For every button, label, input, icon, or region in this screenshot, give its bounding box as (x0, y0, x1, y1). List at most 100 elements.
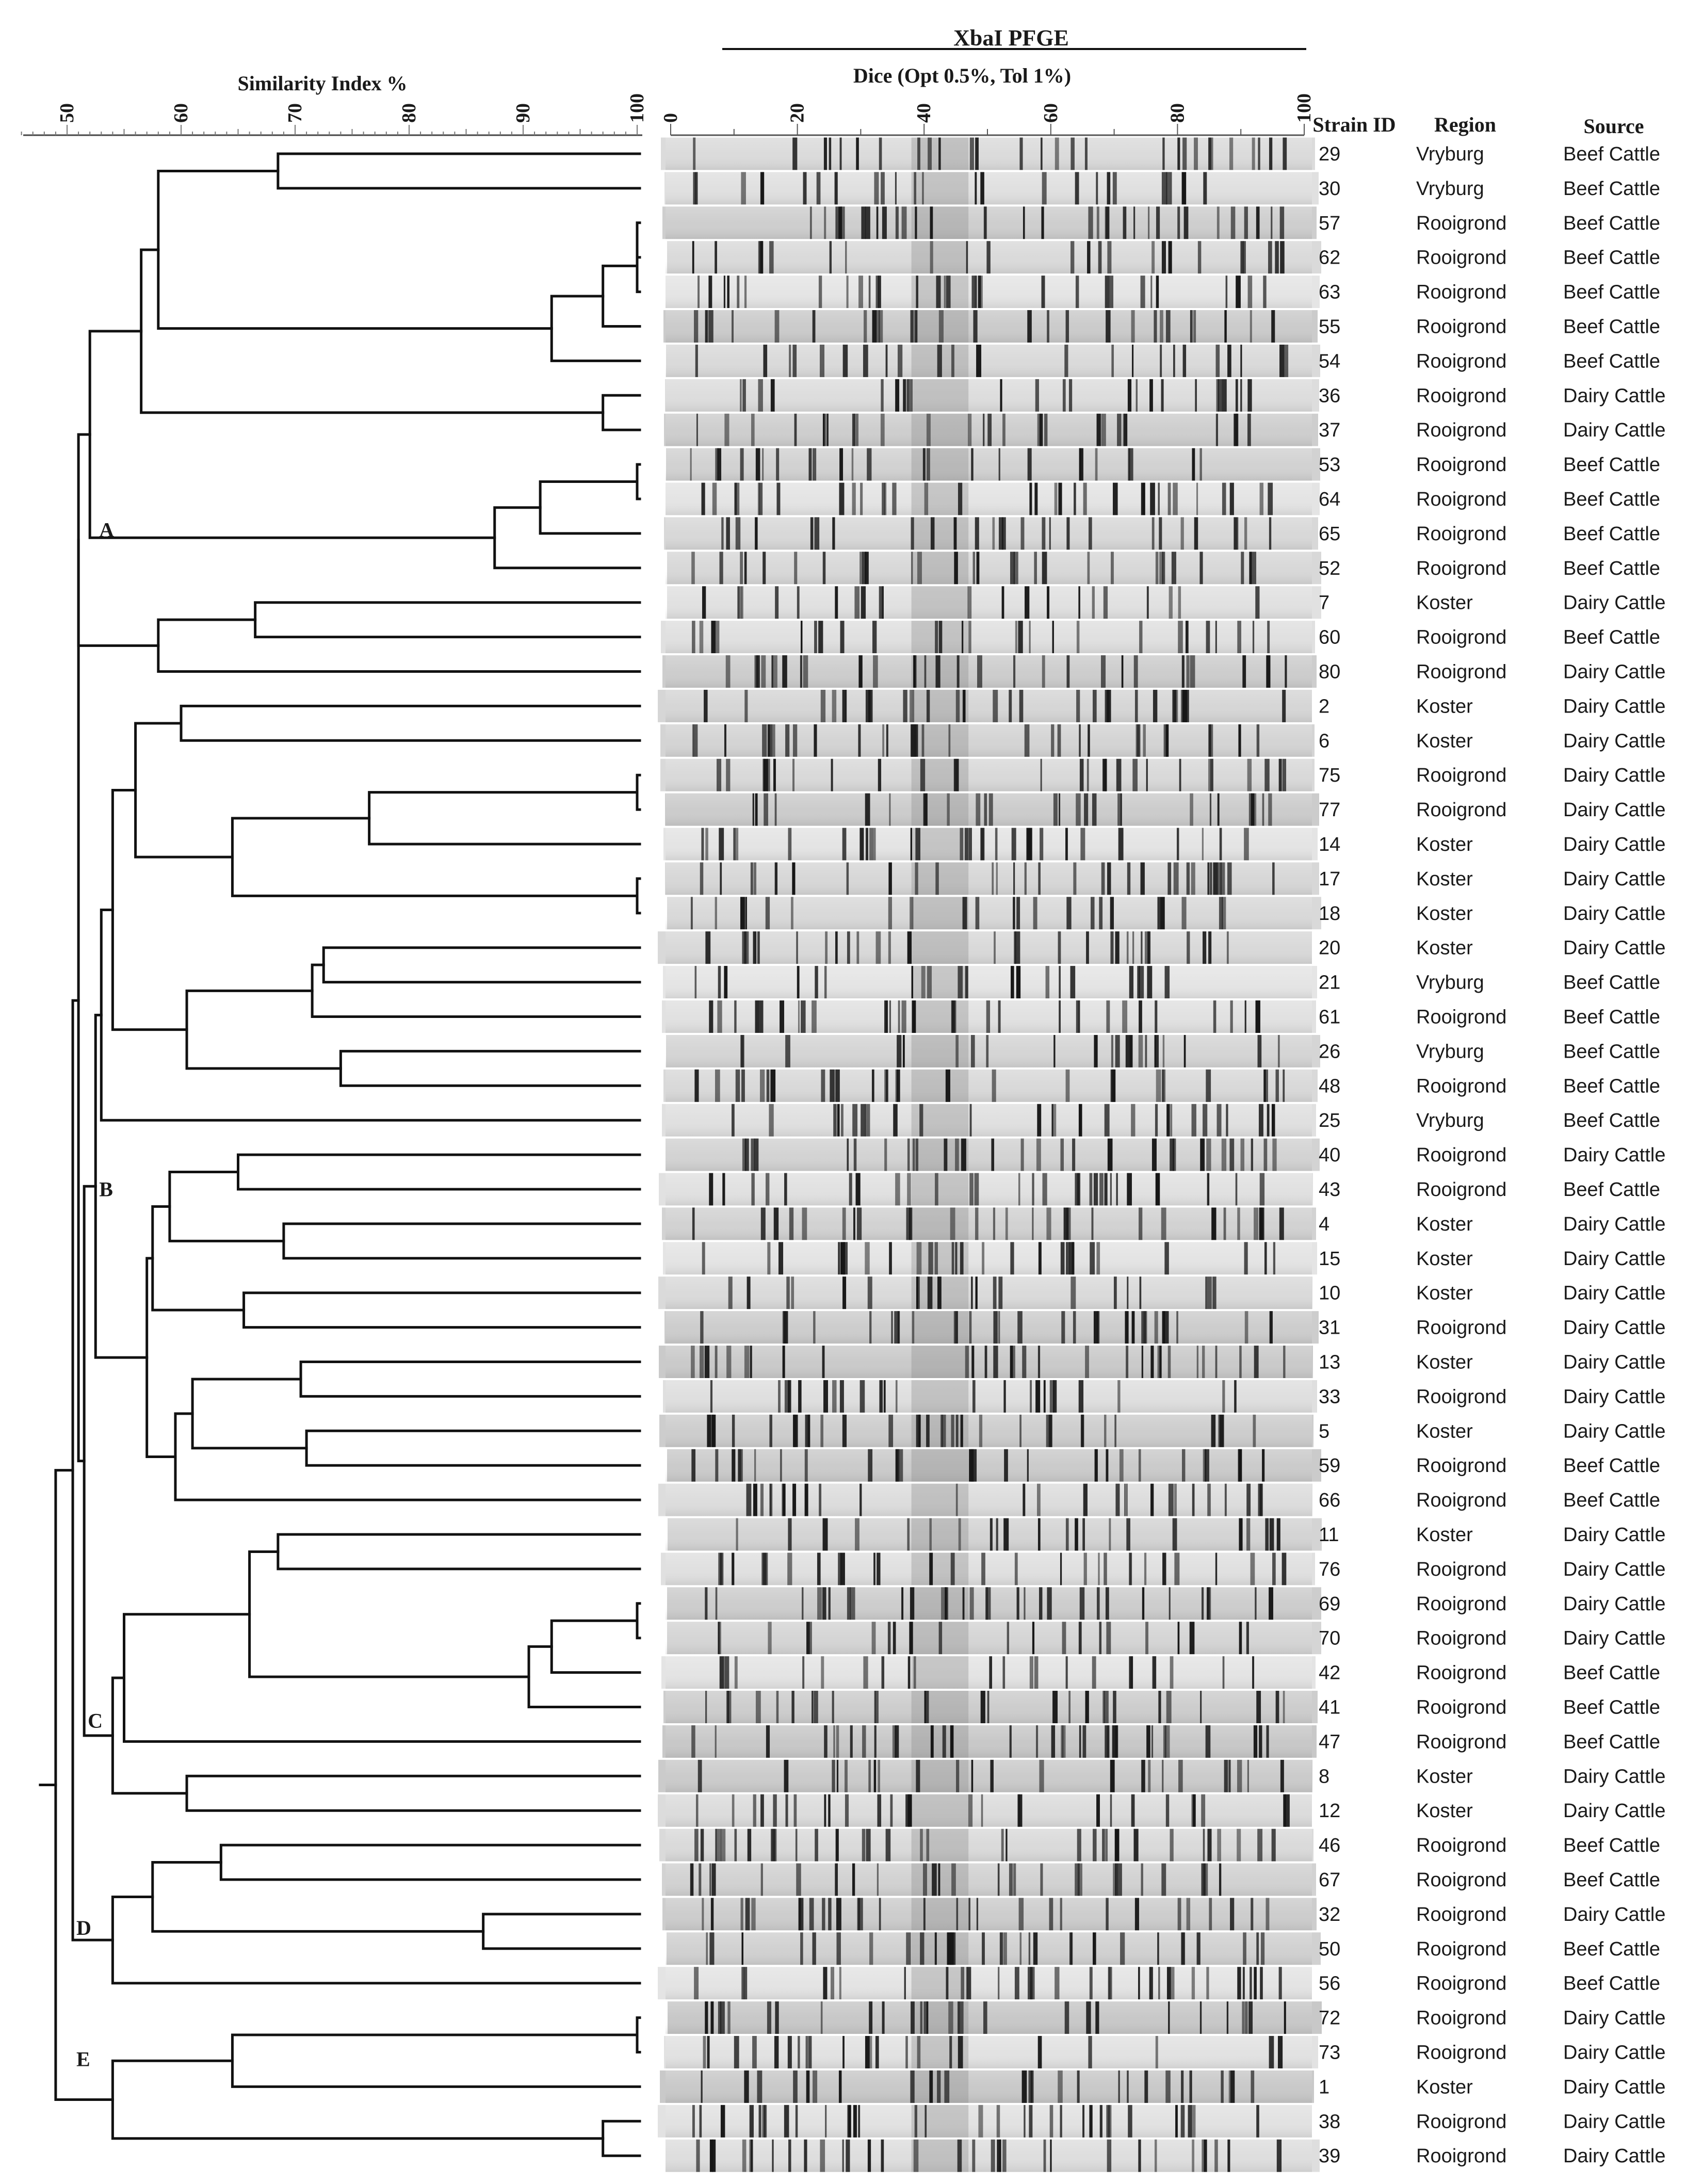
gel-band (690, 1863, 694, 1896)
dendrogram-branch (219, 1843, 641, 1881)
gel-band (720, 2001, 725, 2034)
strain-row: 56 Rooigrond Beef Cattle (1319, 1973, 1660, 1995)
gel-band (850, 1725, 853, 1758)
gel-band (717, 448, 722, 481)
gel-band (1157, 897, 1160, 930)
gel-band (950, 1552, 955, 1586)
gel-band (1071, 241, 1075, 274)
gel-band (741, 1034, 744, 1067)
gel-band (839, 482, 845, 515)
gel-band (767, 758, 770, 791)
gel-lane (659, 1414, 1313, 1447)
gel-band (720, 862, 722, 895)
gel-band (780, 1449, 782, 1482)
gel-band (738, 586, 742, 619)
gel-band (763, 758, 768, 791)
gel-band (828, 1794, 831, 1827)
gel-band (1053, 1034, 1056, 1067)
gel-band (1191, 1104, 1196, 1137)
gel-band (1150, 482, 1155, 515)
gel-band (1201, 1794, 1206, 1827)
gel-band (928, 1242, 933, 1275)
cluster-label-a: A (99, 519, 114, 542)
gel-band (1105, 276, 1110, 309)
gel-band (842, 1414, 847, 1447)
strain-region: Koster (1416, 1248, 1473, 1270)
gel-band (766, 1173, 770, 1206)
gel-band (715, 1587, 718, 1620)
gel-band (1058, 482, 1062, 515)
gel-band (760, 1483, 764, 1516)
gel-band (1246, 1483, 1251, 1516)
gel-band (842, 2139, 844, 2172)
gel-band (907, 1656, 911, 1689)
gel-band (852, 1863, 855, 1896)
gel-band (1277, 1034, 1280, 1067)
gel-band (1053, 793, 1058, 826)
gel-band (993, 689, 998, 722)
gel-band (905, 1794, 911, 1827)
gel-band (1259, 1725, 1262, 1758)
gel-band (1141, 1311, 1146, 1344)
gel-band (911, 552, 913, 585)
strain-id: 72 (1319, 2008, 1340, 2029)
strain-region: Rooigrond (1416, 1869, 1506, 1891)
strain-row: 5 Koster Dairy Cattle (1319, 1420, 1666, 1442)
gel-band (712, 2139, 716, 2172)
gel-band (701, 482, 705, 515)
gel-band (958, 1518, 961, 1551)
gel-band (1011, 828, 1016, 861)
strain-source: Dairy Cattle (1563, 765, 1666, 786)
gel-band (840, 1552, 845, 1586)
gel-band (724, 966, 726, 999)
gel-band (1062, 1725, 1066, 1758)
gel-lane (666, 1518, 1322, 1551)
gel-band (1019, 1932, 1022, 1965)
gel-band (858, 724, 861, 757)
strain-row: 36 Rooigrond Dairy Cattle (1319, 385, 1666, 407)
gel-band (696, 2139, 700, 2172)
strain-id: 46 (1319, 1835, 1340, 1856)
gel-band (950, 1725, 954, 1758)
gel-band (1107, 2139, 1112, 2172)
gel-band (1189, 1622, 1195, 1655)
gel-band (788, 828, 792, 861)
gel-band (1051, 1104, 1053, 1137)
gel-band (983, 413, 985, 446)
gel-band (864, 310, 867, 343)
gel-band (715, 1449, 719, 1482)
gel-band (814, 724, 817, 757)
gel-band (1251, 552, 1256, 585)
gel-band (1123, 206, 1127, 239)
gel-band (1244, 1311, 1248, 1344)
gel-band (1116, 1173, 1118, 1206)
dendrogram-branch (140, 248, 605, 414)
strain-id: 33 (1319, 1386, 1340, 1408)
gel-band (1142, 1587, 1145, 1620)
gel-band (1112, 1725, 1117, 1758)
gel-band (819, 344, 825, 377)
gel-band (991, 1138, 995, 1171)
gel-band (705, 1691, 707, 1723)
gel-band (927, 966, 932, 999)
gel-band (1128, 448, 1133, 481)
gel-band (996, 2105, 1000, 2138)
gel-lane (659, 1829, 1313, 1862)
gel-band (986, 1034, 989, 1067)
gel-band (941, 1414, 946, 1447)
gel-band (1207, 1829, 1212, 1862)
strain-source: Dairy Cattle (1563, 2042, 1666, 2064)
gel-band (702, 586, 706, 619)
gel-band (1093, 1829, 1097, 1862)
gel-band (1052, 1691, 1058, 1723)
gel-band (1115, 1725, 1118, 1758)
gel-band (889, 793, 891, 826)
gel-band (969, 1311, 972, 1344)
strain-id: 18 (1319, 903, 1340, 925)
gel-band (964, 689, 966, 722)
gel-band (1219, 1414, 1224, 1447)
gel-lane (658, 2105, 1312, 2138)
gel-band (1089, 1967, 1093, 2000)
gel-band (842, 2036, 845, 2068)
gel-band (840, 206, 845, 239)
